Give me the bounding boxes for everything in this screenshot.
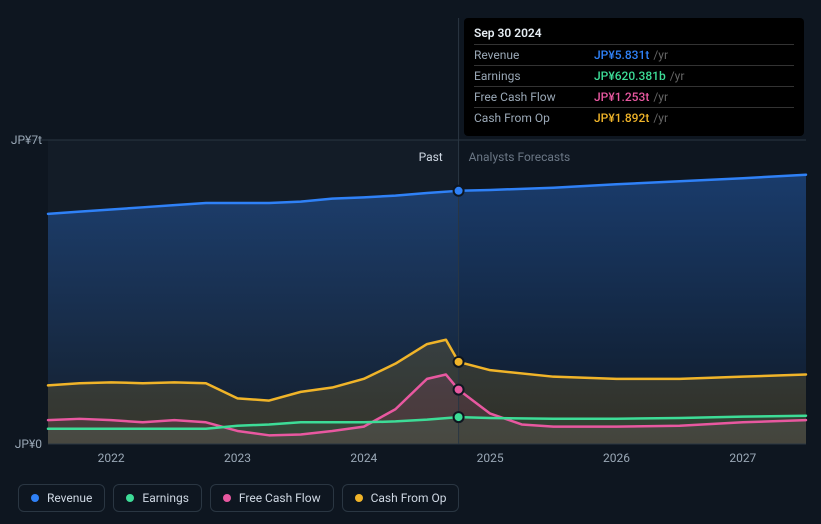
tooltip-row-value: JP¥1.253t: [594, 90, 649, 104]
svg-text:JP¥7t: JP¥7t: [11, 133, 42, 147]
legend-item-label: Revenue: [47, 491, 92, 505]
tooltip-row: Cash From OpJP¥1.892t/yr: [474, 107, 794, 128]
tooltip-row: Free Cash FlowJP¥1.253t/yr: [474, 86, 794, 107]
legend-item-label: Cash From Op: [371, 491, 447, 505]
tooltip-row-value: JP¥1.892t: [594, 111, 649, 125]
svg-text:2026: 2026: [603, 451, 630, 465]
tooltip-row-label: Revenue: [474, 48, 594, 62]
legend-item[interactable]: Free Cash Flow: [210, 484, 334, 512]
legend-dot-icon: [126, 494, 134, 502]
tooltip-row-unit: /yr: [653, 111, 668, 125]
section-label-forecast: Analysts Forecasts: [469, 150, 571, 164]
legend-item[interactable]: Revenue: [18, 484, 105, 512]
tooltip-row-value: JP¥5.831t: [594, 48, 649, 62]
svg-text:2027: 2027: [729, 451, 756, 465]
tooltip-row-unit: /yr: [653, 48, 668, 62]
tooltip-row-label: Earnings: [474, 69, 594, 83]
legend-dot-icon: [223, 494, 231, 502]
tooltip-row-unit: /yr: [653, 90, 668, 104]
financials-chart: 2022 2023 2024 2025 2026 2027 JP¥0 JP¥7t Sep 30…: [0, 0, 821, 524]
tooltip-row-label: Cash From Op: [474, 111, 594, 125]
legend-item-label: Free Cash Flow: [239, 491, 321, 505]
tooltip-row: EarningsJP¥620.381b/yr: [474, 65, 794, 86]
tooltip-row: RevenueJP¥5.831t/yr: [474, 44, 794, 65]
svg-text:2025: 2025: [477, 451, 504, 465]
tooltip-date: Sep 30 2024: [474, 26, 794, 40]
tooltip-row-value: JP¥620.381b: [594, 69, 666, 83]
legend-item[interactable]: Earnings: [113, 484, 202, 512]
legend-item-label: Earnings: [142, 491, 189, 505]
svg-text:2024: 2024: [350, 451, 377, 465]
legend-dot-icon: [355, 494, 363, 502]
legend-dot-icon: [31, 494, 39, 502]
legend-item[interactable]: Cash From Op: [342, 484, 460, 512]
svg-text:2023: 2023: [224, 451, 251, 465]
tooltip-row-label: Free Cash Flow: [474, 90, 594, 104]
chart-legend: Revenue Earnings Free Cash Flow Cash From O…: [18, 484, 459, 512]
svg-text:JP¥0: JP¥0: [15, 437, 42, 451]
section-label-past: Past: [419, 150, 443, 164]
tooltip-row-unit: /yr: [670, 69, 685, 83]
svg-text:2022: 2022: [98, 451, 125, 465]
chart-tooltip: Sep 30 2024 RevenueJP¥5.831t/yrEarningsJ…: [464, 18, 804, 136]
